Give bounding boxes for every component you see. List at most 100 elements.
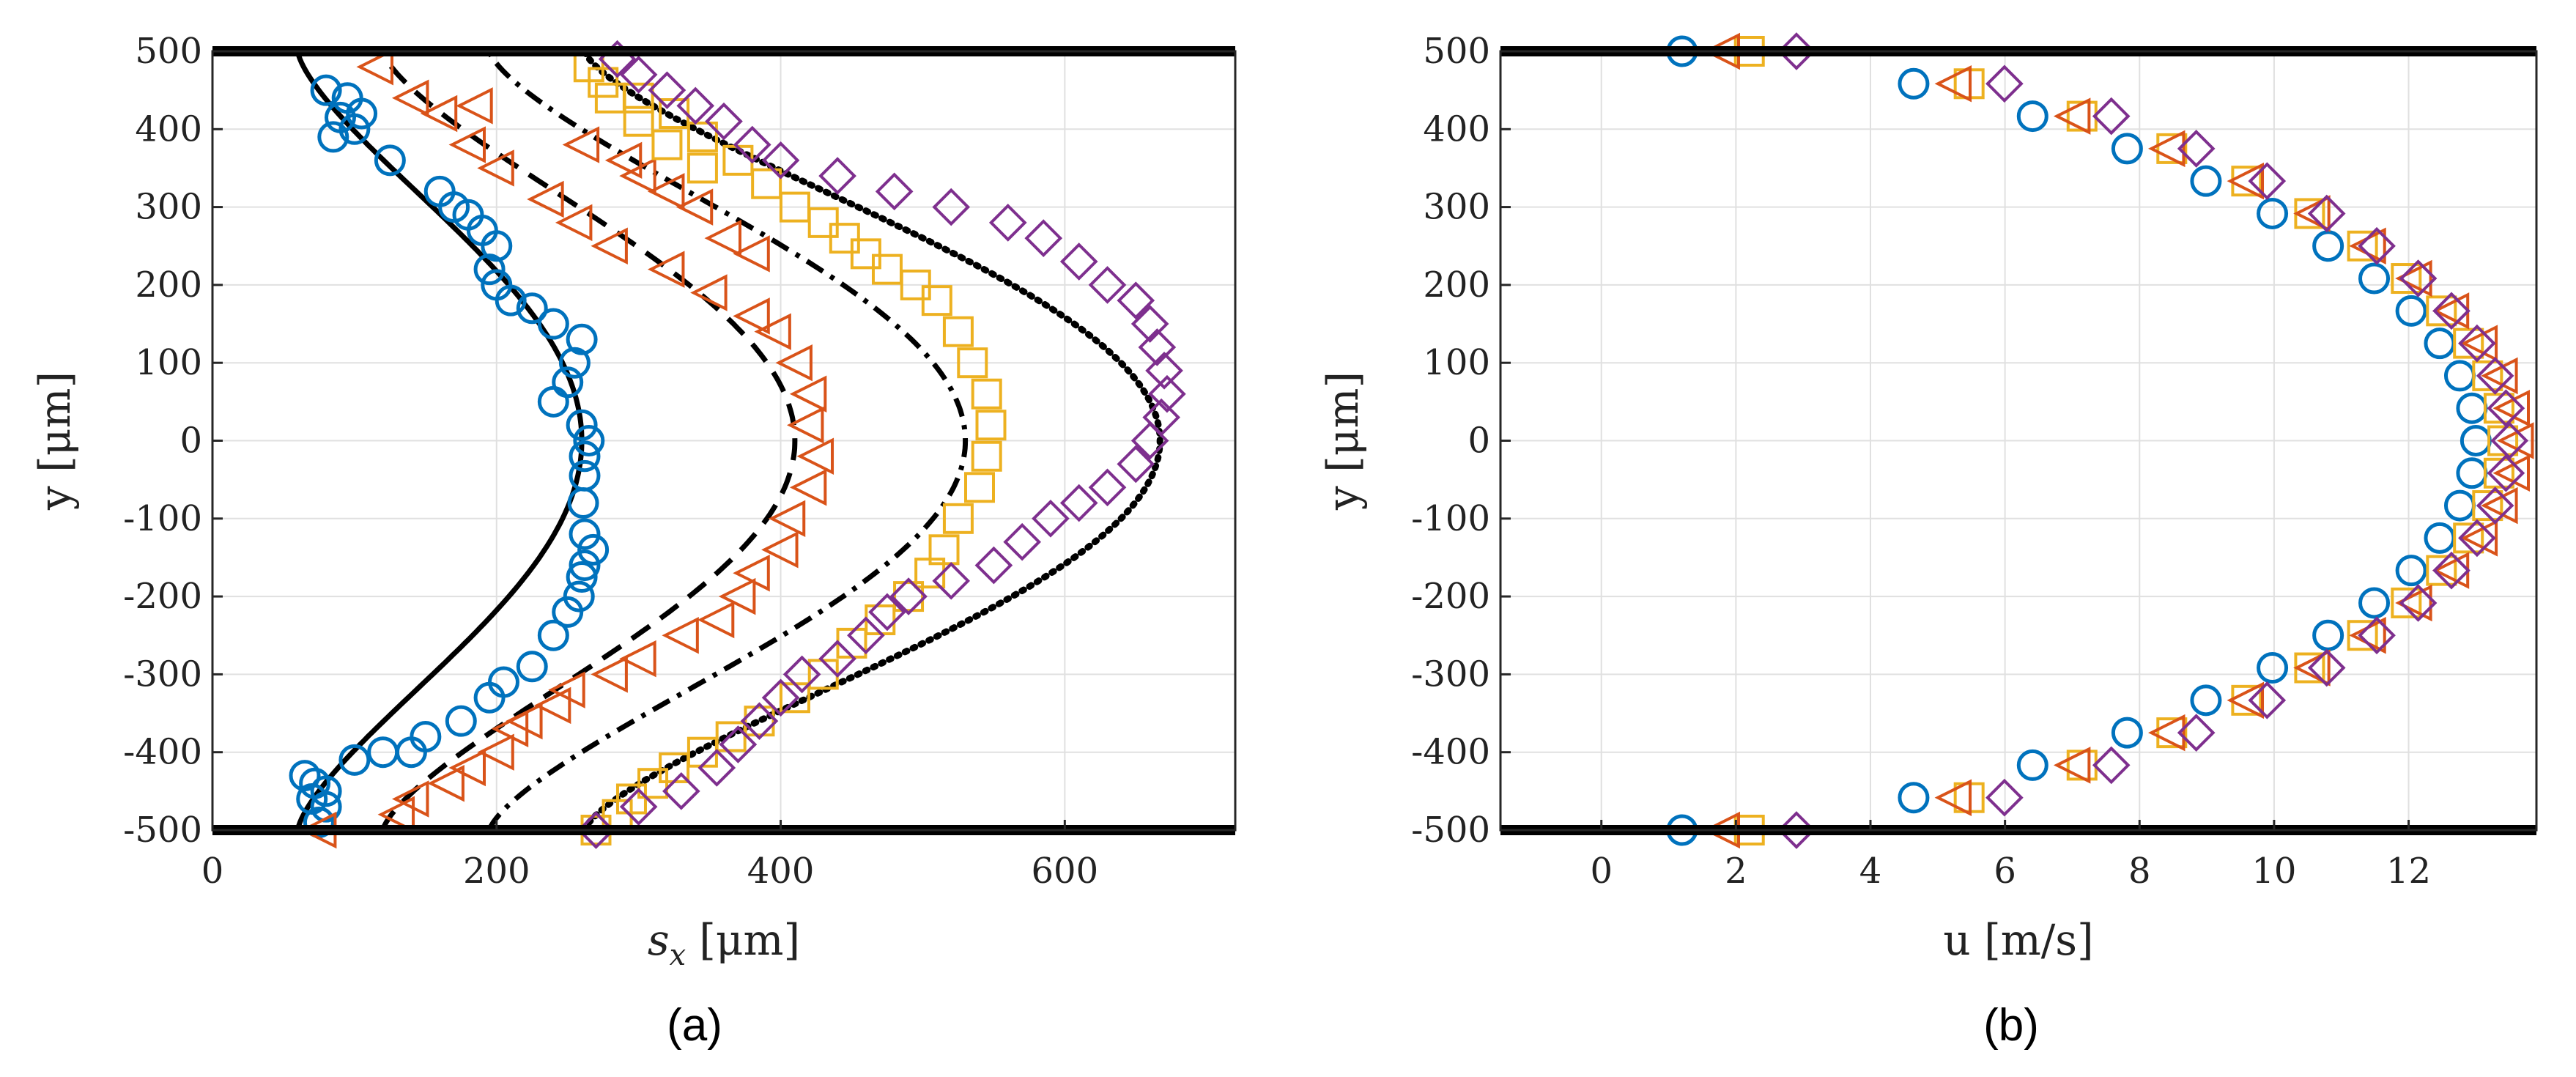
y-tick-label: -100 [1411,498,1490,539]
squares-point [829,223,860,254]
circles-point [558,347,591,379]
circles-point [563,580,595,612]
triangles-point [754,313,791,350]
circles-point [2443,489,2476,522]
squares-point [893,581,925,612]
diamonds-point [818,157,856,195]
squares-point [975,410,1007,441]
panel-b-xlabel: u [m/s] [1943,915,2093,965]
triangles-point [2227,681,2265,719]
circles-point [577,533,610,566]
diamonds-point [1117,445,1155,484]
circles-point [473,253,506,286]
diamonds-point [2487,454,2525,492]
circles-point [2312,230,2344,262]
y-tick-label: -400 [123,732,202,773]
diamonds-point [1088,468,1127,507]
triangles-point [448,126,486,163]
triangles-point [796,437,834,475]
squares-point [2483,393,2514,424]
circles-point [552,596,584,628]
circles-point [346,97,378,130]
triangles-point [2293,195,2331,232]
triangles-point [2395,584,2432,622]
diamonds-point [2432,551,2470,590]
squares-point [2156,717,2188,749]
circles-point [2443,360,2476,392]
circles-point [516,292,548,325]
circles-point [2016,749,2048,781]
diamonds-point [676,86,715,125]
circles-point [537,308,569,340]
x-tick-label: 400 [747,851,815,892]
x-tick-label: 2 [1725,851,1747,892]
triangles-point [377,796,415,833]
circles-point [2111,717,2143,749]
squares-point [850,238,881,270]
circles-point [569,459,601,492]
circles-point [2111,133,2143,165]
diamonds-point [1142,398,1181,437]
diamonds-point [648,71,686,109]
x-tick-label: 0 [201,851,224,892]
diamonds-point [619,56,658,94]
squares-point [615,783,647,815]
squares-point [942,316,974,347]
squares-point [871,253,903,285]
x-tick-label: 4 [1859,851,1882,892]
squares-point [2453,522,2484,554]
squares-point [2391,263,2422,295]
triangles-point [391,79,429,117]
diamonds-point [2358,226,2396,265]
diamonds-point [782,655,821,694]
triangles-point [2349,227,2386,264]
circles-point [1898,67,1930,100]
circles-point [445,705,477,737]
panel-b-ylabel: y [μm] [1318,371,1368,511]
diamonds-point [2399,584,2438,622]
circles-point [2190,165,2222,197]
circles-point [310,791,342,823]
diamonds-point [1059,484,1098,522]
panel-b-grid [1500,51,2536,831]
squares-point [779,191,810,223]
panel-a-xlabel-sub: x [670,939,686,972]
circles-point [2358,587,2391,619]
triangles-point [786,407,824,444]
squares-point [744,706,775,737]
diamonds-point [1145,352,1183,390]
triangles-point [718,577,756,615]
diamonds-point [1777,32,1816,70]
diamonds-point [740,702,779,741]
triangles-point [733,554,770,592]
x-tick-label: 200 [463,851,530,892]
diamonds-point [2307,194,2346,233]
diamonds-point [733,125,771,164]
squares-point [900,269,931,300]
diamonds-point [1024,219,1063,257]
y-tick-label: -200 [123,576,202,617]
squares-point [2347,230,2378,262]
squares-point [594,82,626,114]
x-tick-label: 0 [1590,851,1613,892]
y-tick-label: -300 [123,654,202,695]
panel-a-xlabel-main: s [648,915,670,965]
diamonds-point [2248,162,2287,200]
circles-point [303,806,335,838]
y-tick-label: 200 [1423,264,1490,306]
circles-point [367,736,399,769]
circles-point [2395,295,2427,327]
y-tick-label: 300 [1423,187,1490,228]
triangles-point [2053,97,2091,135]
y-tick-label: -500 [1411,810,1490,851]
y-tick-label: -300 [1411,654,1490,695]
diamonds-point [847,616,885,655]
circles-point [495,284,527,317]
triangles-point [733,235,770,273]
circles-point [566,561,598,593]
diamonds-point [1130,305,1169,343]
circles-point [338,744,371,776]
circles-point [473,681,506,714]
triangles-point [2147,714,2185,752]
diamonds-point [1985,778,2024,817]
